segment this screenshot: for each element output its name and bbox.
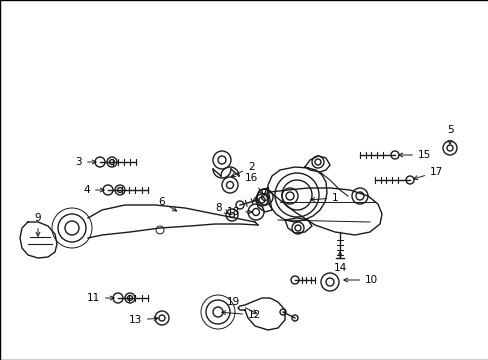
Text: 5: 5	[446, 125, 452, 144]
Text: 3: 3	[75, 157, 96, 167]
Text: 1: 1	[310, 193, 338, 203]
Text: 14: 14	[333, 252, 346, 273]
Text: 18: 18	[226, 207, 252, 217]
Text: 17: 17	[413, 167, 442, 180]
Text: 8: 8	[215, 203, 228, 213]
Text: 13: 13	[128, 315, 158, 325]
Text: 4: 4	[83, 185, 104, 195]
Text: 10: 10	[343, 275, 377, 285]
Text: 16: 16	[244, 173, 262, 194]
Text: 19: 19	[226, 297, 256, 313]
Text: 9: 9	[35, 213, 41, 236]
Text: 15: 15	[398, 150, 430, 160]
Text: 2: 2	[231, 162, 254, 176]
Text: 7: 7	[253, 189, 266, 201]
Text: 6: 6	[158, 197, 176, 211]
Text: 12: 12	[222, 310, 261, 320]
Text: 11: 11	[86, 293, 114, 303]
